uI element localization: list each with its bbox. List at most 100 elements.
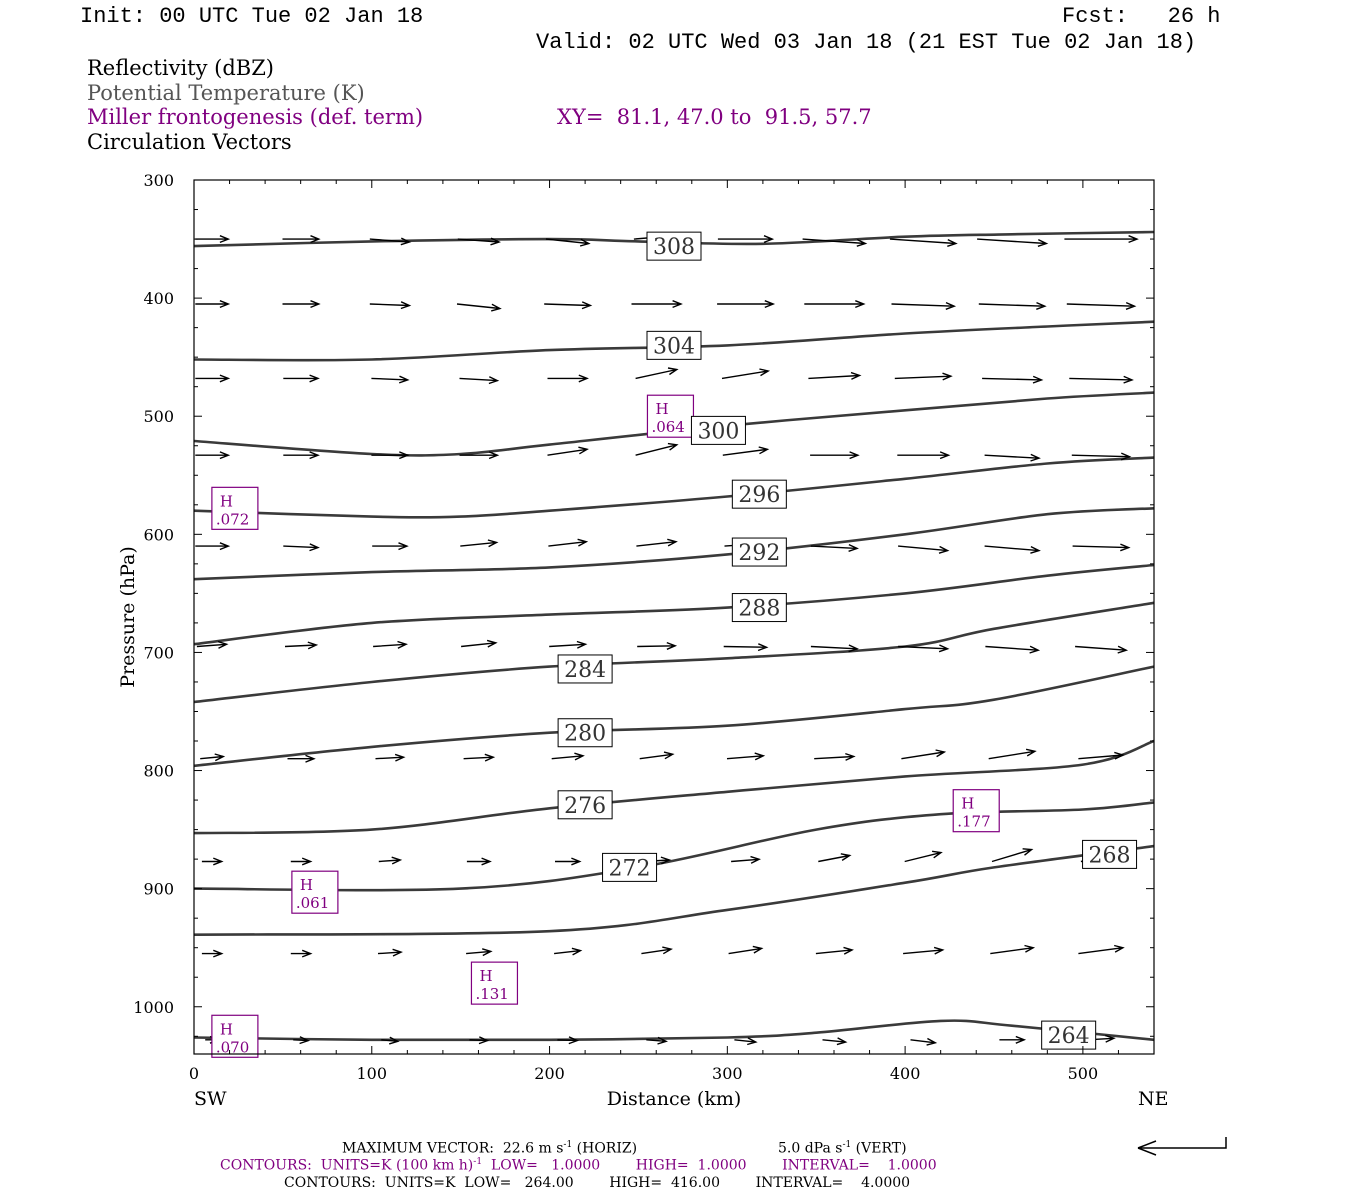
x-left-endpoint-label: SW: [194, 1088, 227, 1110]
x-axis-title: Distance (km): [607, 1088, 742, 1110]
high-value: .070: [216, 1038, 249, 1056]
circulation-vector: [1078, 944, 1125, 955]
circulation-vector: [463, 753, 496, 762]
circulation-vector: [804, 300, 866, 309]
circulation-vector: [723, 643, 769, 652]
contour-label-box: [646, 330, 702, 360]
y-tick-label: 1000: [133, 998, 174, 1017]
circulation-vector: [988, 748, 1037, 760]
frontogenesis-high: H.072: [211, 486, 259, 530]
theta-contour-280: [193, 665, 1155, 768]
max-vector-note: MAXIMUM VECTOR: 22.6 m s-1 (HORIZ): [342, 1140, 637, 1157]
circulation-vector: [822, 1037, 848, 1046]
frontogenesis-high: H.064: [646, 394, 695, 438]
circulation-vector: [901, 749, 947, 760]
contour-label: 268: [1089, 843, 1131, 868]
high-box: [470, 961, 519, 1005]
circulation-vector: [978, 301, 1047, 310]
valid-time: Valid: 02 UTC Wed 03 Jan 18 (21 EST Tue …: [536, 30, 1197, 55]
circulation-vector: [381, 1036, 400, 1045]
circulation-vector: [810, 644, 859, 653]
circulation-vector: [728, 945, 764, 955]
legend-potential-temperature: Potential Temperature (K): [87, 81, 365, 105]
theta-contour-292: [193, 507, 1155, 581]
circulation-vector: [371, 451, 410, 460]
high-value: .064: [651, 418, 684, 436]
contour-label: 280: [564, 722, 606, 747]
high-box: [291, 870, 339, 914]
y-tick-label: 300: [143, 171, 174, 190]
max-vector-vert: 5.0 dPa s: [778, 1140, 843, 1157]
contour-label: 276: [564, 794, 606, 819]
circulation-vector: [999, 1035, 1027, 1044]
x-right-endpoint-label: NE: [1138, 1088, 1169, 1110]
circulation-vector: [459, 376, 500, 385]
circulation-vector: [641, 946, 673, 955]
contour-label: 296: [738, 483, 780, 508]
circulation-vector: [646, 1036, 668, 1045]
y-tick-label: 600: [143, 525, 174, 544]
circulation-vector: [545, 238, 591, 247]
circulation-vector: [990, 944, 1036, 955]
circulation-vector: [469, 1036, 490, 1045]
circulation-vector: [547, 374, 589, 383]
circulation-vector: [898, 644, 950, 653]
high-letter: H: [655, 400, 668, 418]
circulation-vector: [290, 857, 313, 866]
theta-contour-268: [193, 844, 1155, 936]
max-vector-vert-note: 5.0 dPa s-1 (VERT): [778, 1140, 907, 1157]
circulation-vector: [721, 368, 771, 380]
circulation-vector: [461, 639, 498, 648]
circulation-vector: [554, 947, 583, 956]
y-tick-label: 400: [143, 289, 174, 308]
circulation-vector: [982, 375, 1044, 384]
init-time: Init: 00 UTC Tue 02 Jan 18: [80, 4, 424, 29]
circulation-vector: [287, 754, 316, 763]
theta-contour-info: CONTOURS: UNITS=K LOW= 264.00 HIGH= 416.…: [284, 1175, 911, 1191]
theta-contour-272: [193, 801, 1155, 892]
frontogenesis-high: H.177: [952, 789, 1000, 833]
circulation-vector: [1078, 751, 1125, 760]
high-value: .072: [216, 510, 249, 528]
circulation-vector: [378, 856, 403, 865]
circulation-vector: [547, 446, 589, 456]
circulation-vector: [293, 1036, 310, 1045]
contour-label: 288: [738, 597, 780, 622]
circulation-vector: [548, 538, 589, 547]
circulation-vector: [810, 543, 859, 552]
circulation-vector: [897, 451, 951, 460]
contour-label-box: [731, 593, 787, 623]
frontogenesis-units-exp: -1: [473, 1157, 483, 1167]
circulation-vector: [1069, 375, 1134, 384]
legend-circulation-vectors: Circulation Vectors: [87, 130, 292, 154]
theta-contour-284: [193, 601, 1155, 704]
circulation-vector: [283, 543, 320, 552]
contour-labels: 308 304 300 296 292 288 284 280 276 272 268 264: [557, 231, 1138, 1050]
circulation-vector: [290, 949, 313, 958]
circulation-vector: [195, 300, 231, 309]
circulation-vector: [1075, 645, 1129, 654]
contour-label-box: [731, 537, 787, 567]
contour-label: 272: [609, 856, 651, 881]
circulation-vector: [460, 539, 499, 548]
circulation-vector: [373, 640, 408, 649]
circulation-vector: [195, 451, 231, 460]
contour-label: 308: [653, 235, 695, 260]
contour-label: 284: [564, 658, 606, 683]
circulation-vector: [910, 1037, 938, 1046]
circulation-vector: [195, 374, 231, 383]
contour-label-box: [1041, 1020, 1097, 1050]
contour-label-box: [731, 479, 787, 509]
circulation-vector: [369, 301, 412, 310]
max-vector-horiz-unit: (HORIZ): [572, 1140, 638, 1157]
contour-label-box: [690, 415, 746, 445]
circulation-vector: [200, 753, 226, 762]
circulation-vector: [283, 451, 320, 460]
circulation-vector: [991, 848, 1034, 863]
high-box: [211, 486, 259, 530]
circulation-vector: [894, 372, 953, 381]
high-value: .131: [475, 985, 508, 1003]
high-letter: H: [300, 876, 313, 894]
theta-contour-276: [193, 739, 1155, 835]
reference-vector-icon: [1137, 1137, 1227, 1156]
